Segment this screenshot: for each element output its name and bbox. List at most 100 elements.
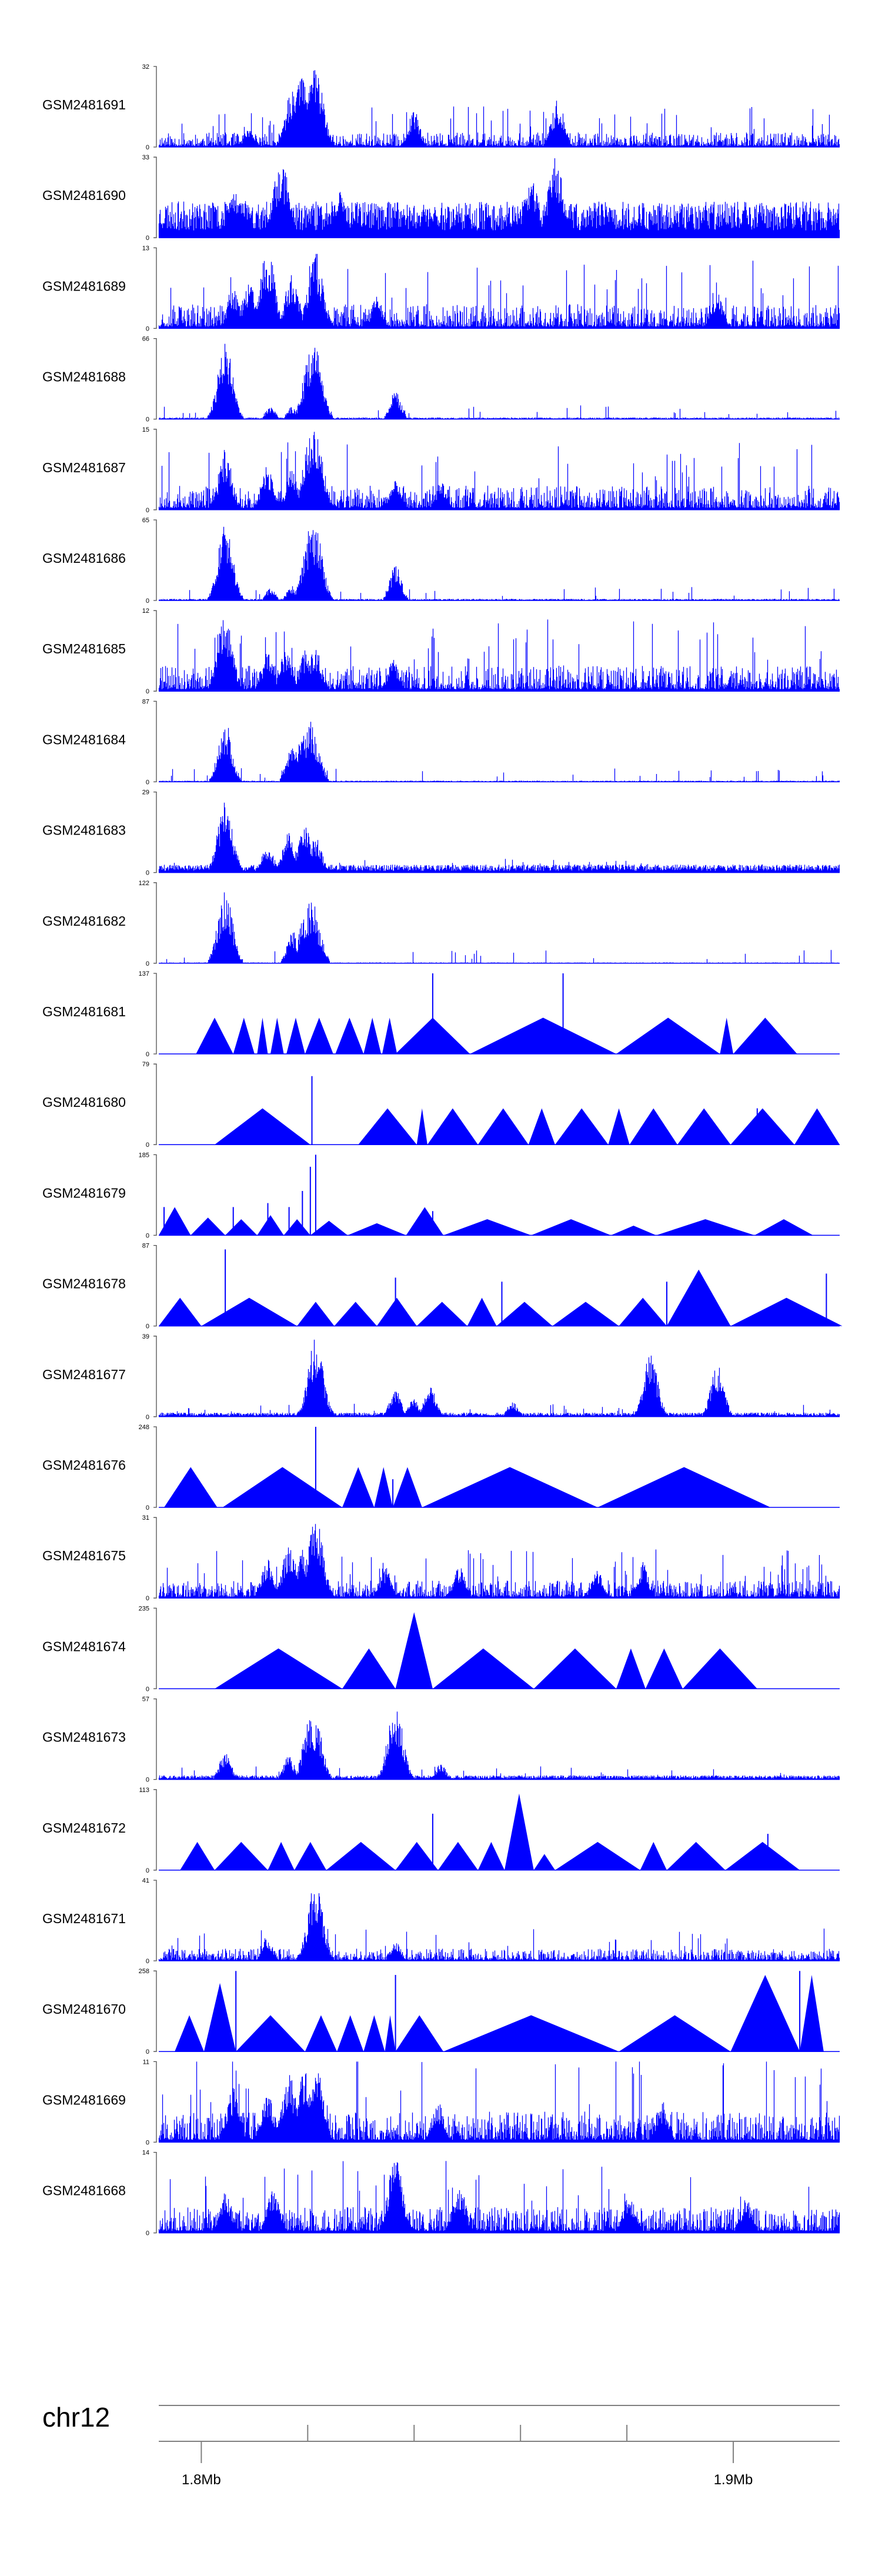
signal-bars <box>158 2161 840 2233</box>
signal-triangle <box>406 1207 444 1236</box>
signal-triangle <box>214 1648 343 1689</box>
track-name: GSM2481680 <box>42 1095 126 1110</box>
y-max-label: 31 <box>142 1514 149 1521</box>
signal-triangle <box>342 1467 375 1507</box>
y-max-label: 11 <box>143 2058 149 2066</box>
y-min-label: 0 <box>146 2139 149 2146</box>
y-min-label: 0 <box>146 870 149 877</box>
track-name: GSM2481683 <box>42 823 126 838</box>
signal-triangle <box>640 1841 667 1870</box>
signal-bars <box>158 722 840 782</box>
y-axis <box>153 1789 157 1871</box>
signal-triangle <box>310 1220 348 1236</box>
y-max-label: 66 <box>142 336 149 343</box>
y-max-label: 15 <box>142 426 149 433</box>
y-max-label: 235 <box>139 1605 149 1612</box>
tick-label: 1.8Mb <box>182 2472 221 2488</box>
y-axis <box>153 610 157 692</box>
y-min-label: 0 <box>146 1051 149 1058</box>
signal-bars <box>158 619 840 692</box>
y-max-label: 32 <box>142 64 149 71</box>
track-GSM2481670: GSM2481670 258 0 <box>42 1968 840 2056</box>
track-name: GSM2481671 <box>42 1911 126 1926</box>
signal-triangle <box>552 1302 619 1326</box>
signal-triangle <box>597 1467 771 1507</box>
signal-bars <box>158 2061 840 2143</box>
y-max-label: 29 <box>142 789 149 796</box>
signal-triangle <box>382 1017 397 1054</box>
y-max-label: 14 <box>142 2150 149 2157</box>
track-name: GSM2481689 <box>42 278 126 293</box>
y-max-label: 137 <box>139 970 149 977</box>
signal-triangle <box>629 1108 678 1145</box>
y-axis <box>153 338 157 420</box>
y-axis <box>153 66 157 148</box>
signal-triangle <box>342 1648 396 1689</box>
y-axis <box>153 2061 157 2143</box>
signal-triangle <box>225 1219 258 1236</box>
signal-triangle <box>554 1108 609 1145</box>
signal-triangle <box>656 1219 755 1236</box>
signal-bars <box>158 1339 840 1417</box>
track-name: GSM2481672 <box>42 1820 126 1836</box>
signal-bars <box>158 526 840 600</box>
y-min-label: 0 <box>146 1777 149 1784</box>
track-name: GSM2481682 <box>42 913 126 929</box>
track-GSM2481679: GSM2481679 185 0 <box>42 1152 840 1239</box>
signal-triangle <box>257 1017 268 1054</box>
y-axis <box>153 1698 157 1780</box>
signal-triangle <box>395 1612 433 1689</box>
signal-triangle <box>477 1841 505 1870</box>
y-min-label: 0 <box>146 1142 149 1149</box>
track-name: GSM2481685 <box>42 641 126 656</box>
signal-triangle <box>376 1297 417 1326</box>
signal-triangle <box>395 1841 438 1870</box>
signal-triangle <box>395 2015 444 2052</box>
signal-triangle <box>305 2015 338 2052</box>
track-name: GSM2481677 <box>42 1367 126 1382</box>
track-GSM2481671: GSM2481671 41 0 <box>42 1877 840 1965</box>
signal-triangle <box>363 2015 385 2052</box>
signal-spikes <box>311 1076 758 1145</box>
track-name: GSM2481678 <box>42 1276 126 1292</box>
track-name: GSM2481687 <box>42 460 126 475</box>
y-axis <box>153 1426 157 1508</box>
y-axis <box>153 1336 157 1417</box>
track-GSM2481688: GSM2481688 66 0 <box>42 336 840 423</box>
y-axis <box>153 973 157 1055</box>
y-min-label: 0 <box>146 416 149 423</box>
track-name: GSM2481668 <box>42 2183 126 2198</box>
signal-bars <box>158 343 840 419</box>
signal-triangle <box>385 2015 396 2052</box>
track-name: GSM2481681 <box>42 1004 126 1019</box>
track-GSM2481676: GSM2481676 248 0 <box>42 1424 840 1511</box>
track-GSM2481682: GSM2481682 122 0 <box>42 880 840 967</box>
signal-spikes <box>315 1427 394 1507</box>
signal-triangle <box>363 1017 382 1054</box>
track-GSM2481685: GSM2481685 12 0 <box>42 608 840 695</box>
signal-triangle <box>416 1302 467 1326</box>
track-name: GSM2481670 <box>42 2001 126 2017</box>
signal-triangle <box>800 1975 824 2052</box>
signal-triangle <box>616 1017 720 1054</box>
signal-triangle <box>432 1648 534 1689</box>
y-axis <box>153 1154 157 1236</box>
signal-triangle <box>608 1108 630 1145</box>
track-GSM2481691: GSM2481691 32 0 <box>42 64 840 151</box>
y-max-label: 185 <box>139 1152 149 1159</box>
signal-triangle <box>233 1017 255 1054</box>
track-GSM2481672: GSM2481672 113 0 <box>42 1787 840 1874</box>
signal-triangle <box>374 1467 393 1507</box>
signal-triangle <box>214 1841 268 1870</box>
y-max-label: 13 <box>142 245 149 252</box>
signal-triangle <box>191 1217 226 1236</box>
signal-triangle <box>619 1297 667 1326</box>
track-name: GSM2481686 <box>42 550 126 566</box>
signal-spikes <box>163 1154 784 1236</box>
y-min-label: 0 <box>146 1595 149 1602</box>
track-GSM2481677: GSM2481677 39 0 <box>42 1333 840 1421</box>
y-max-label: 79 <box>142 1061 149 1068</box>
track-name: GSM2481691 <box>42 97 126 112</box>
y-min-label: 0 <box>146 2230 149 2237</box>
y-axis <box>153 1063 157 1145</box>
